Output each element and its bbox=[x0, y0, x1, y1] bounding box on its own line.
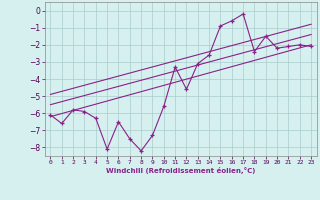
X-axis label: Windchill (Refroidissement éolien,°C): Windchill (Refroidissement éolien,°C) bbox=[106, 167, 255, 174]
